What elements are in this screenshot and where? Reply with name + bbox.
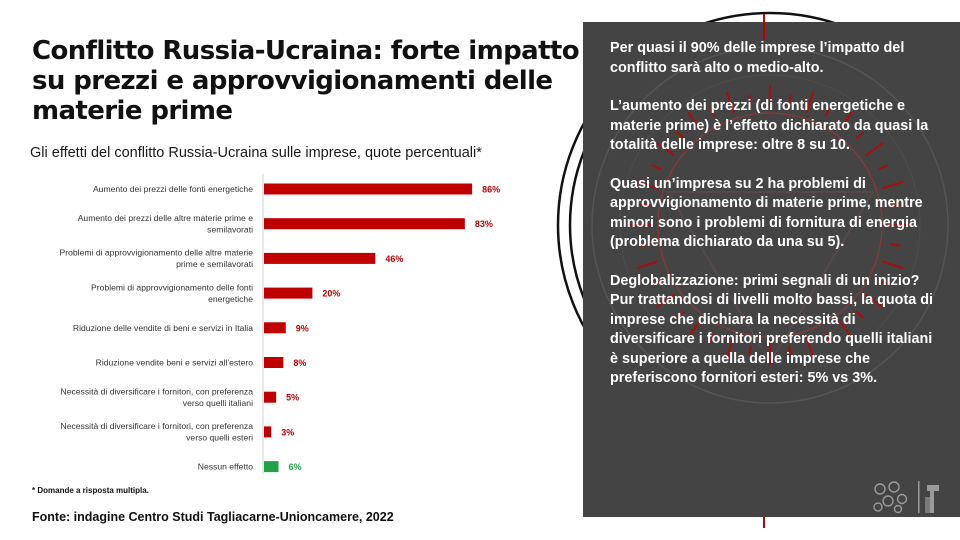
category-label: Aumento dei prezzi delle fonti energetic…	[93, 184, 253, 194]
bar	[264, 461, 279, 473]
bar	[264, 357, 284, 368]
commentary-panel: Per quasi il 90% delle imprese l’impatto…	[583, 22, 960, 517]
bar	[264, 426, 272, 438]
category-label: Necessità di diversificare i fornitori, …	[61, 421, 254, 443]
data-label: 9%	[296, 323, 309, 333]
chart-subtitle: Gli effetti del conflitto Russia-Ucraina…	[30, 145, 482, 161]
category-label: Problemi di approvvigionamento delle fon…	[91, 282, 253, 304]
category-label: Aumento dei prezzi delle altre materie p…	[78, 213, 254, 235]
panel-paragraph-3: Quasi un’impresa su 2 ha problemi di app…	[610, 175, 923, 251]
category-label: Riduzione delle vendite di beni e serviz…	[73, 323, 253, 333]
chamber-logo-icon	[918, 481, 939, 513]
footnote: * Domande a risposta multipla.	[32, 486, 149, 495]
data-label: 83%	[475, 219, 493, 229]
bar	[264, 391, 277, 403]
bar	[264, 287, 313, 299]
category-label: Riduzione vendite beni e servizi all'est…	[96, 358, 254, 368]
panel-decoration	[591, 22, 949, 404]
data-label: 20%	[322, 289, 340, 299]
data-label: 6%	[289, 462, 302, 472]
data-label: 46%	[385, 254, 403, 264]
bar	[264, 322, 286, 334]
data-label: 5%	[286, 393, 299, 403]
data-label: 86%	[482, 185, 500, 195]
bar	[264, 183, 473, 195]
category-label: Problemi di approvvigionamento delle alt…	[60, 248, 254, 270]
panel-paragraph-4: Deglobalizzazione: primi segnali di un i…	[610, 272, 934, 387]
page-title: Conflitto Russia-Ucraina: forte impatto …	[32, 36, 580, 126]
data-label: 3%	[281, 427, 294, 437]
data-label: 8%	[293, 358, 306, 368]
network-logo-icon	[873, 481, 908, 514]
bar	[264, 252, 376, 264]
category-label: Nessun effetto	[198, 462, 253, 472]
panel-paragraph-1: Per quasi il 90% delle imprese l’impatto…	[610, 40, 905, 76]
panel-text: Per quasi il 90% delle imprese l’impatto…	[610, 39, 940, 408]
bar-chart: Aumento dei prezzi delle fonti energetic…	[60, 174, 500, 474]
panel-paragraph-2: L’aumento dei prezzi (di fonti energetic…	[610, 98, 929, 153]
category-label: Necessità di diversificare i fornitori, …	[61, 386, 254, 408]
bar	[264, 218, 465, 230]
source-note: Fonte: indagine Centro Studi Tagliacarne…	[32, 510, 394, 524]
